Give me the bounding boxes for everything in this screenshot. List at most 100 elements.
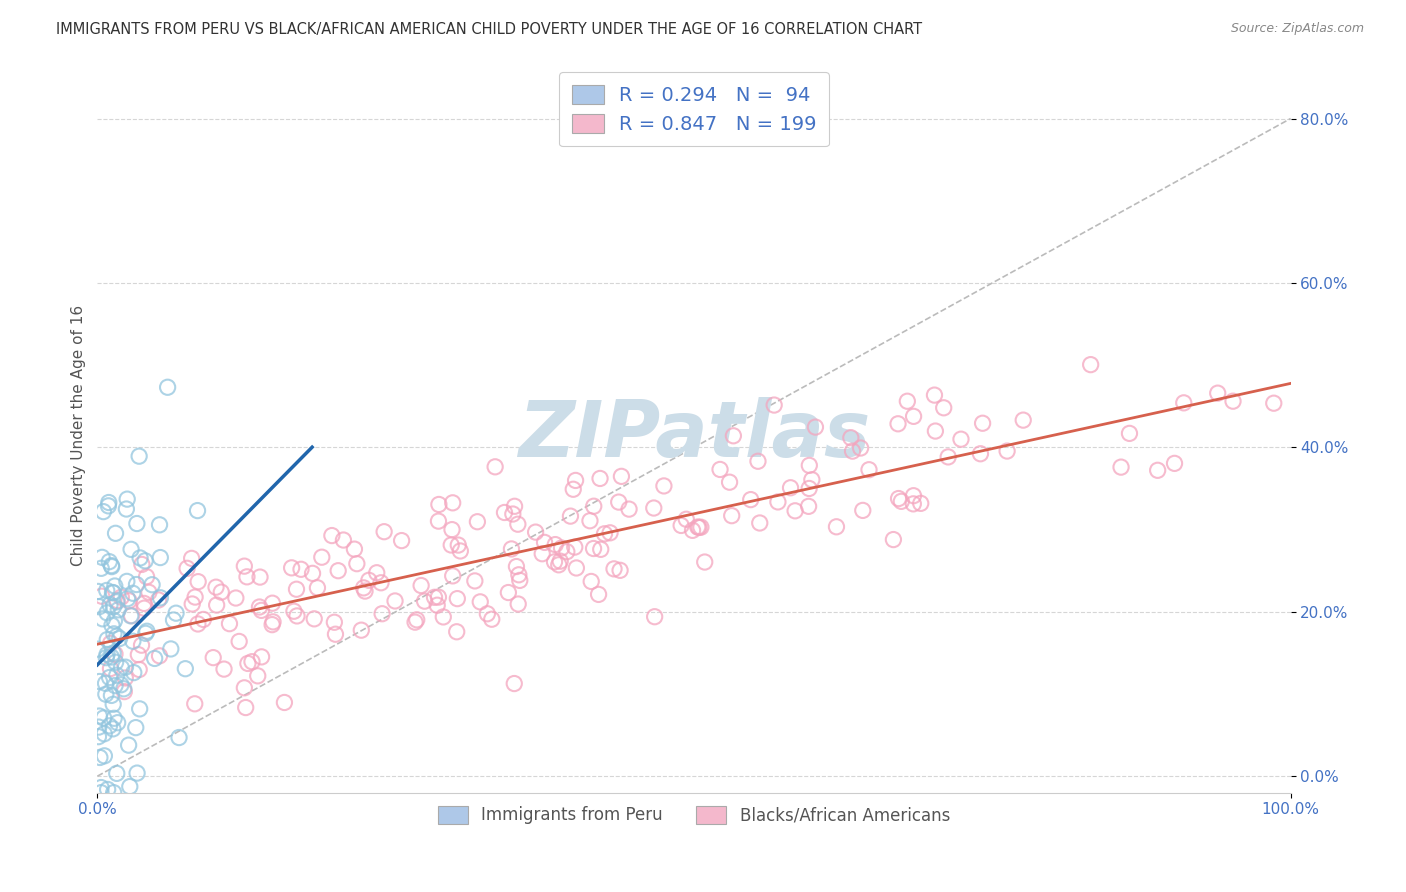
Point: [149, 591, 172, 605]
Point: [896, 394, 918, 409]
Point: [589, 471, 612, 485]
Point: [849, 441, 872, 455]
Point: [841, 444, 863, 458]
Point: [89, 709, 111, 723]
Point: [543, 555, 565, 569]
Point: [285, 582, 308, 597]
Point: [669, 518, 692, 533]
Point: [502, 507, 524, 521]
Point: [105, 668, 128, 682]
Point: [910, 496, 932, 510]
Point: [114, 660, 136, 674]
Point: [143, 651, 166, 665]
Point: [858, 463, 880, 477]
Point: [94, 687, 117, 701]
Point: [617, 502, 640, 516]
Point: [332, 533, 354, 547]
Point: [138, 585, 160, 599]
Point: [101, 646, 124, 660]
Point: [887, 491, 910, 506]
Point: [120, 608, 142, 623]
Point: [115, 492, 138, 507]
Point: [384, 594, 406, 608]
Point: [104, 579, 127, 593]
Point: [236, 570, 259, 584]
Point: [404, 615, 426, 629]
Point: [588, 587, 610, 601]
Point: [121, 608, 143, 623]
Point: [103, 627, 125, 641]
Point: [544, 538, 567, 552]
Point: [187, 574, 209, 589]
Point: [233, 559, 256, 574]
Point: [503, 500, 526, 514]
Point: [1146, 463, 1168, 477]
Point: [949, 432, 972, 446]
Point: [1206, 386, 1229, 401]
Point: [233, 681, 256, 695]
Point: [447, 538, 470, 552]
Point: [1080, 358, 1102, 372]
Point: [693, 555, 716, 569]
Point: [101, 585, 124, 599]
Point: [131, 638, 153, 652]
Point: [273, 696, 295, 710]
Point: [104, 526, 127, 541]
Point: [426, 598, 449, 612]
Point: [503, 676, 526, 690]
Point: [127, 648, 149, 662]
Point: [98, 671, 121, 685]
Point: [531, 547, 554, 561]
Point: [682, 524, 704, 538]
Point: [128, 449, 150, 463]
Point: [366, 566, 388, 580]
Point: [249, 600, 271, 615]
Point: [1222, 394, 1244, 409]
Point: [103, 786, 125, 800]
Point: [181, 597, 204, 611]
Point: [548, 554, 571, 568]
Point: [852, 503, 875, 517]
Point: [748, 516, 770, 530]
Point: [174, 662, 197, 676]
Point: [96, 632, 118, 647]
Point: [924, 388, 946, 402]
Point: [100, 558, 122, 573]
Point: [112, 684, 135, 698]
Point: [100, 689, 122, 703]
Point: [800, 473, 823, 487]
Point: [110, 661, 132, 675]
Point: [405, 613, 427, 627]
Point: [804, 420, 827, 434]
Point: [89, 674, 111, 689]
Point: [391, 533, 413, 548]
Point: [1012, 413, 1035, 427]
Text: Source: ZipAtlas.com: Source: ZipAtlas.com: [1230, 22, 1364, 36]
Point: [432, 610, 454, 624]
Point: [90, 589, 112, 603]
Point: [205, 580, 228, 594]
Point: [477, 607, 499, 621]
Point: [343, 542, 366, 557]
Point: [101, 618, 124, 632]
Point: [785, 504, 807, 518]
Point: [235, 700, 257, 714]
Point: [354, 584, 377, 599]
Point: [555, 544, 578, 558]
Point: [494, 506, 516, 520]
Point: [411, 578, 433, 592]
Point: [610, 469, 633, 483]
Point: [135, 624, 157, 639]
Point: [107, 603, 129, 617]
Point: [301, 566, 323, 581]
Point: [718, 475, 741, 490]
Point: [441, 496, 464, 510]
Point: [131, 558, 153, 572]
Point: [262, 615, 284, 629]
Point: [508, 567, 530, 582]
Point: [890, 494, 912, 508]
Point: [148, 648, 170, 663]
Point: [118, 780, 141, 794]
Point: [105, 766, 128, 780]
Point: [1118, 426, 1140, 441]
